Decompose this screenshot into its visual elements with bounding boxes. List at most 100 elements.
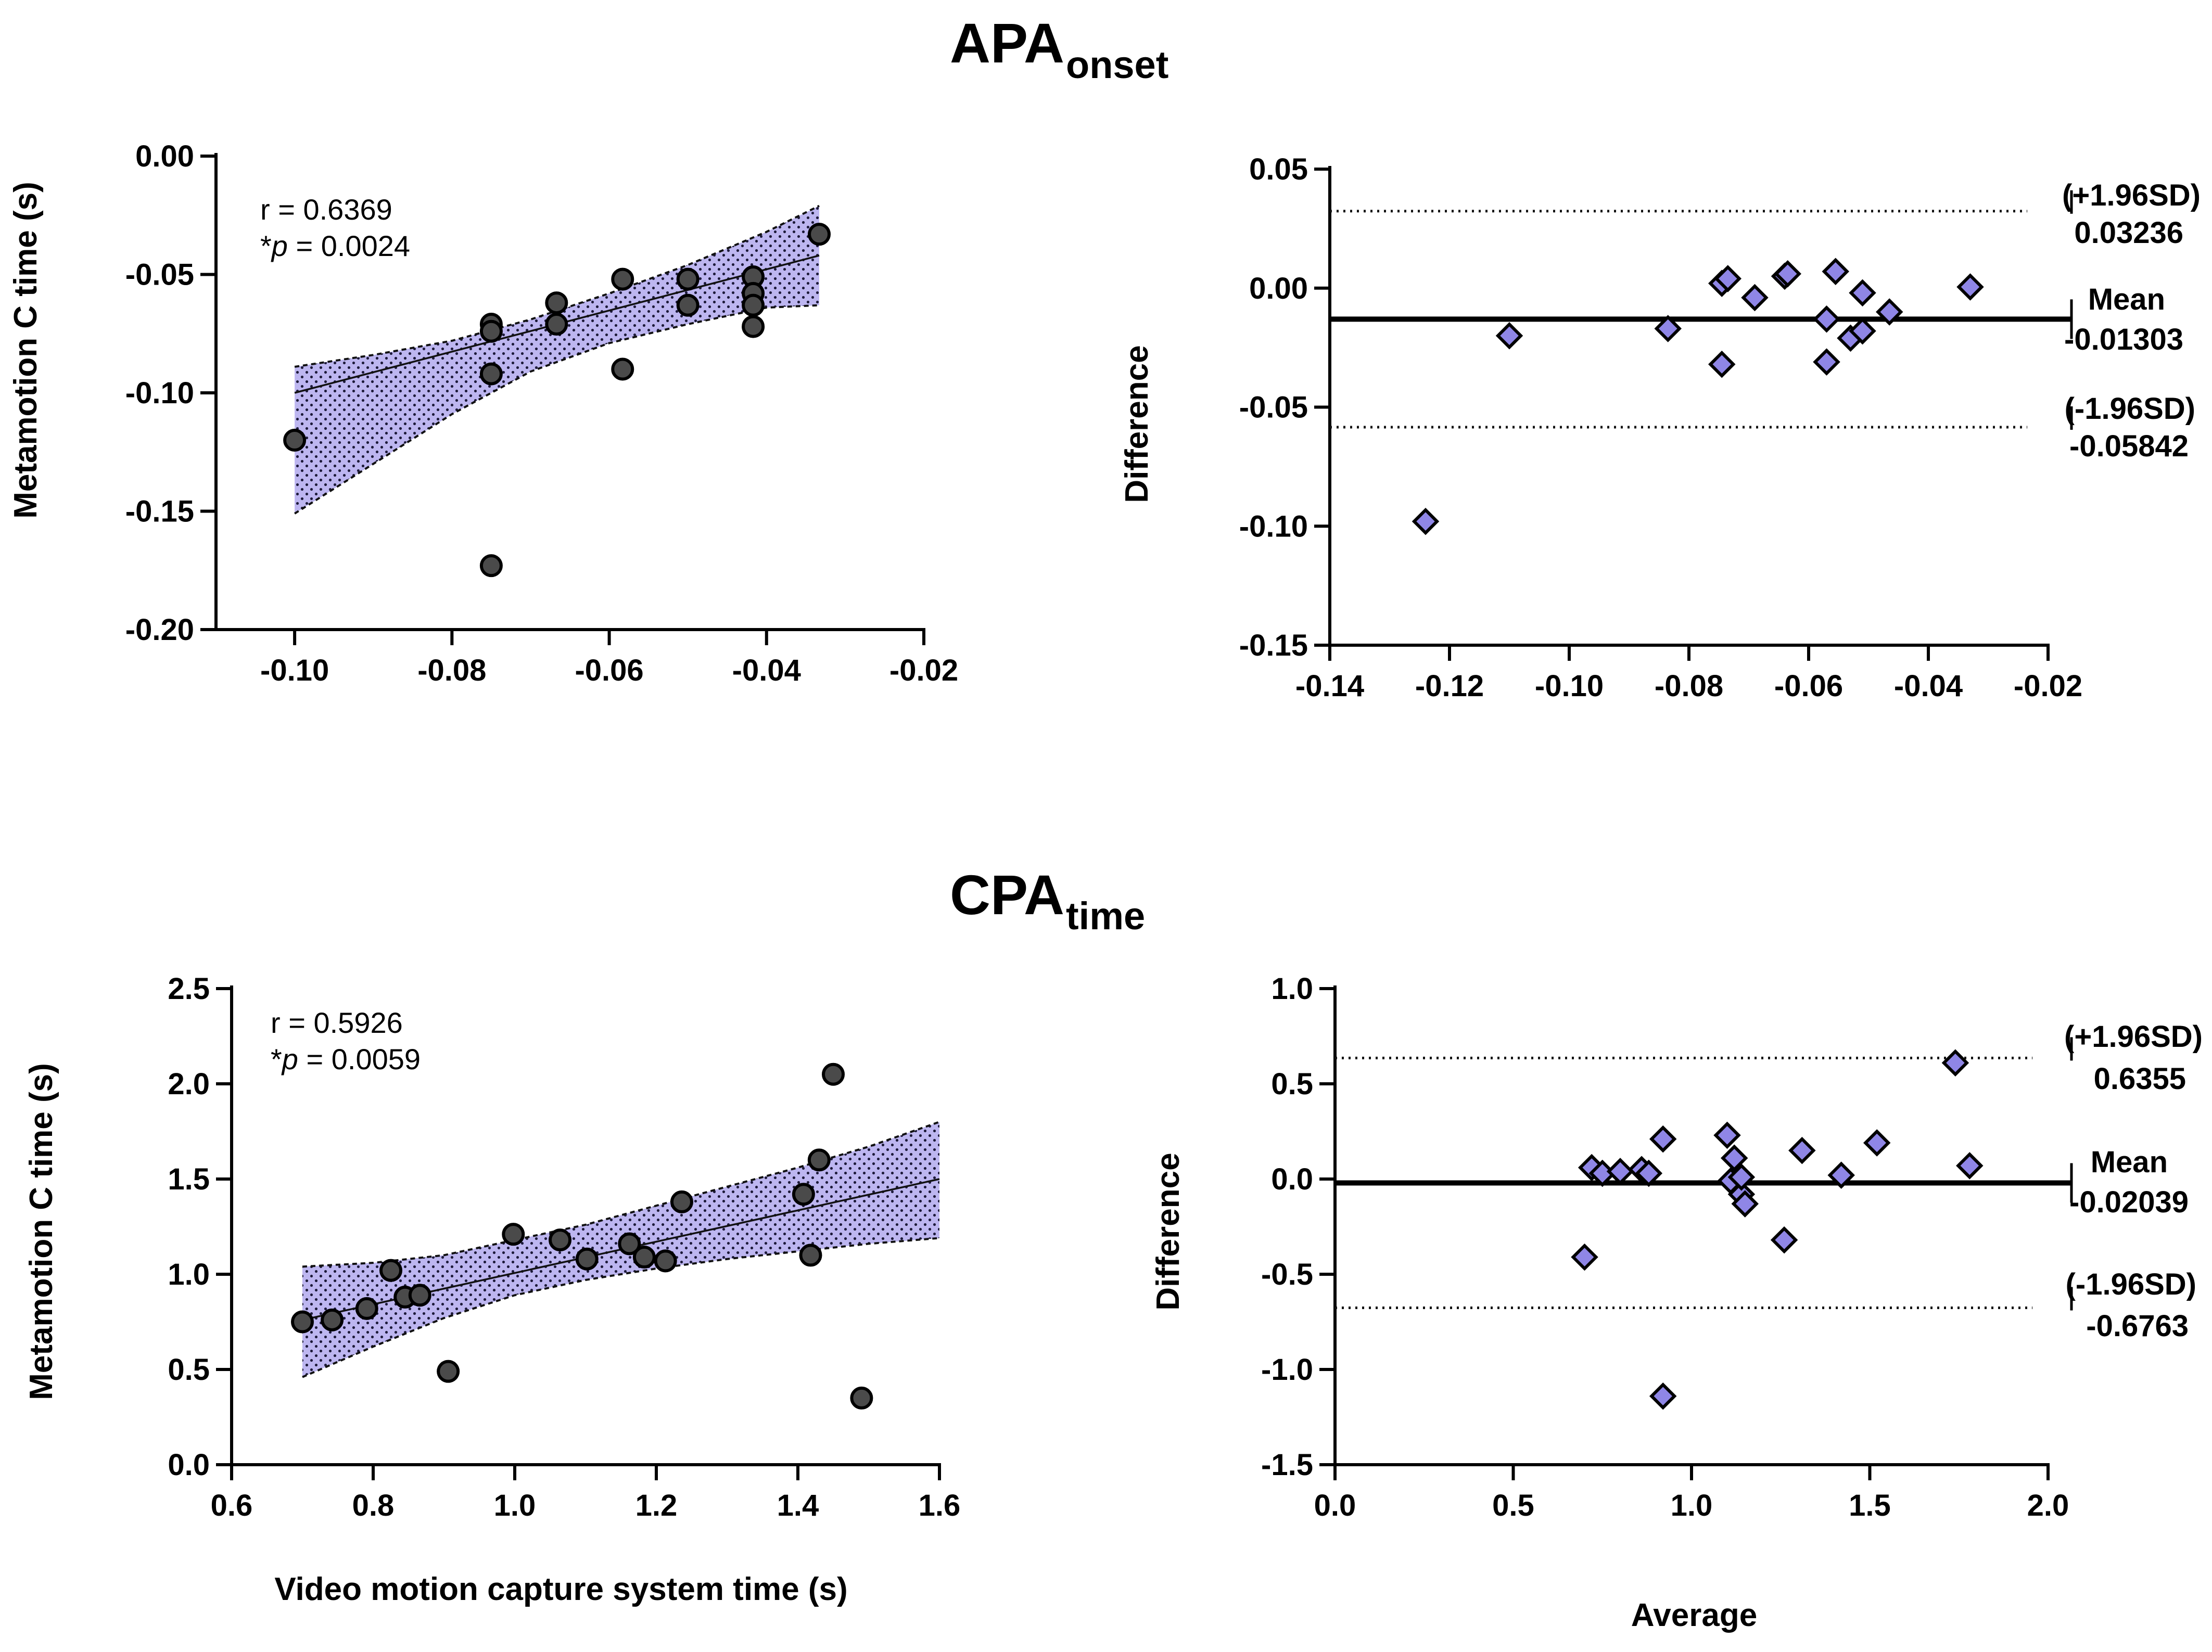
data-point — [1708, 350, 1736, 378]
x-tick-label: -0.06 — [575, 654, 643, 687]
axes-layer: -1.5 -1.0 -0.5 0.0 0.5 1.0 0.0 0.5 1.0 1.5 2.0 — [1261, 972, 2069, 1522]
upper-loa-value: 0.03236 — [2074, 216, 2183, 250]
p-symbol: p — [281, 1043, 298, 1075]
y-tick-label: 0.0 — [168, 1448, 210, 1482]
p-value-number: = 0.0059 — [298, 1043, 421, 1075]
data-point — [611, 267, 634, 291]
data-point — [1731, 1190, 1759, 1218]
data-point — [1571, 1243, 1598, 1271]
y-tick-label: -0.5 — [1261, 1258, 1313, 1291]
apa-bland-altman-plot: -0.15 -0.10 -0.05 0.00 0.05 -0.14 -0.12 -0.10 -0… — [1119, 152, 2201, 703]
cpa-title: CPA — [950, 863, 1064, 926]
data-point — [1635, 1159, 1663, 1187]
x-tick-label: 0.6 — [211, 1489, 253, 1522]
data-point — [808, 223, 831, 246]
data-point — [1876, 298, 1903, 326]
data-point — [379, 1259, 402, 1282]
data-point — [1770, 1226, 1798, 1254]
x-tick-label: -0.08 — [1655, 669, 1723, 703]
x-tick-label: -0.02 — [2014, 669, 2082, 703]
lower-loa-value: -0.6763 — [2086, 1309, 2189, 1343]
data-point — [1849, 279, 1876, 307]
upper-loa-name: (+1.96SD) — [2064, 1020, 2203, 1054]
p-prefix: * — [260, 229, 272, 262]
y-tick-label: 0.0 — [1271, 1162, 1313, 1196]
upper-loa-value: 0.6355 — [2094, 1062, 2186, 1096]
axes-layer: -0.15 -0.10 -0.05 0.00 0.05 -0.14 -0.12 -0.10 -0… — [1239, 152, 2082, 703]
mean-value: -0.01303 — [2064, 323, 2183, 356]
points-layer — [283, 223, 831, 578]
data-point — [1713, 1121, 1741, 1149]
y-tick-label: 1.5 — [168, 1162, 210, 1196]
data-point — [1495, 322, 1523, 350]
data-point — [321, 1308, 344, 1331]
x-tick-label: -0.04 — [732, 654, 801, 687]
data-point — [408, 1284, 431, 1307]
y-tick-label: 0.5 — [168, 1353, 210, 1387]
lower-loa-value: -0.05842 — [2069, 429, 2189, 463]
data-point — [437, 1360, 460, 1383]
y-tick-label: 1.0 — [168, 1258, 210, 1291]
y-tick-label: 0.5 — [1271, 1067, 1313, 1101]
x-tick-label: -0.10 — [1535, 669, 1604, 703]
data-point — [850, 1386, 873, 1410]
lines-layer — [1330, 190, 2073, 430]
confidence-band-upper — [294, 204, 820, 368]
data-point — [1606, 1158, 1634, 1185]
p-value: *p = 0.0024 — [260, 229, 410, 262]
y-tick-label: 2.5 — [168, 972, 210, 1006]
apa-title-subscript: onset — [1066, 43, 1168, 86]
y-axis-label: Difference — [1150, 1152, 1186, 1310]
data-point — [291, 1310, 314, 1334]
data-point — [479, 362, 503, 386]
x-tick-label: 1.0 — [494, 1489, 536, 1522]
lower-loa-name: (-1.96SD) — [2066, 1267, 2196, 1301]
data-point — [479, 554, 503, 578]
data-point — [1849, 317, 1876, 345]
data-point — [822, 1062, 845, 1086]
data-point — [1813, 305, 1840, 333]
data-point — [545, 313, 568, 336]
data-point — [549, 1228, 572, 1252]
y-tick-label: 0.05 — [1249, 152, 1308, 186]
x-tick-label: -0.06 — [1774, 669, 1843, 703]
data-point — [479, 319, 503, 343]
y-tick-label: -0.20 — [125, 613, 194, 647]
data-point — [807, 1148, 831, 1172]
r-value: r = 0.6369 — [260, 193, 392, 226]
x-tick-label: -0.08 — [417, 654, 486, 687]
p-prefix: * — [271, 1043, 282, 1075]
data-point — [676, 267, 700, 291]
points-layer — [291, 1062, 873, 1410]
data-point — [1649, 1125, 1677, 1153]
apa-title: APA — [950, 11, 1064, 74]
x-axis-label: Average — [1631, 1597, 1757, 1633]
data-point — [676, 293, 700, 317]
y-axis-label: Difference — [1119, 345, 1155, 503]
y-axis-label: Metamotion C time (s) — [23, 1063, 59, 1400]
data-point — [1649, 1382, 1677, 1410]
axes-layer: -0.20 -0.15 -0.10 -0.05 0.00 -0.10 -0.08 -0.06 -… — [125, 139, 958, 687]
y-tick-label: 0.00 — [135, 139, 194, 173]
mean-name: Mean — [2091, 1145, 2168, 1179]
y-axis-label: Metamotion C time (s) — [8, 182, 44, 519]
x-tick-label: 1.0 — [1671, 1489, 1713, 1522]
data-point — [799, 1244, 822, 1267]
y-tick-label: 1.0 — [1271, 972, 1313, 1006]
data-point — [1788, 1136, 1816, 1164]
data-point — [575, 1247, 599, 1271]
cpa-title-subscript: time — [1066, 894, 1145, 938]
x-axis-label: Video motion capture system time (s) — [274, 1571, 847, 1607]
x-tick-label: 1.5 — [1849, 1489, 1891, 1522]
x-tick-label: -0.12 — [1415, 669, 1484, 703]
p-value-number: = 0.0024 — [288, 229, 410, 262]
y-tick-label: -1.5 — [1261, 1448, 1313, 1482]
data-point — [1714, 265, 1741, 292]
x-tick-label: -0.14 — [1295, 669, 1364, 703]
y-tick-label: -0.10 — [125, 376, 194, 410]
data-point — [1720, 1144, 1748, 1172]
points-layer — [1412, 258, 1984, 535]
x-tick-label: 1.2 — [635, 1489, 678, 1522]
p-symbol: p — [271, 229, 288, 262]
